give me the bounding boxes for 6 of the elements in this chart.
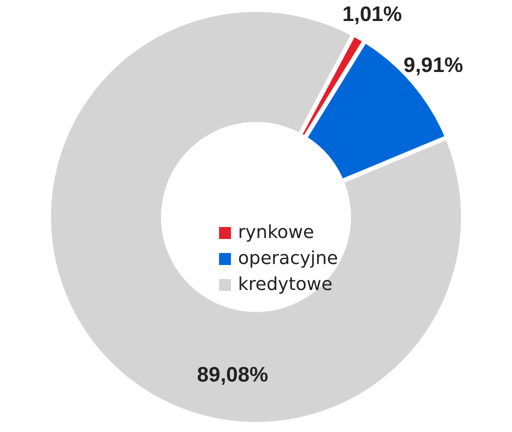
data-label: 1,01%: [342, 3, 402, 26]
data-label: 89,08%: [196, 363, 269, 386]
legend-label: rynkowe: [238, 222, 314, 243]
legend-label: kredytowe: [238, 274, 332, 295]
legend-label: operacyjne: [238, 248, 338, 269]
data-label: 9,91%: [404, 54, 464, 77]
